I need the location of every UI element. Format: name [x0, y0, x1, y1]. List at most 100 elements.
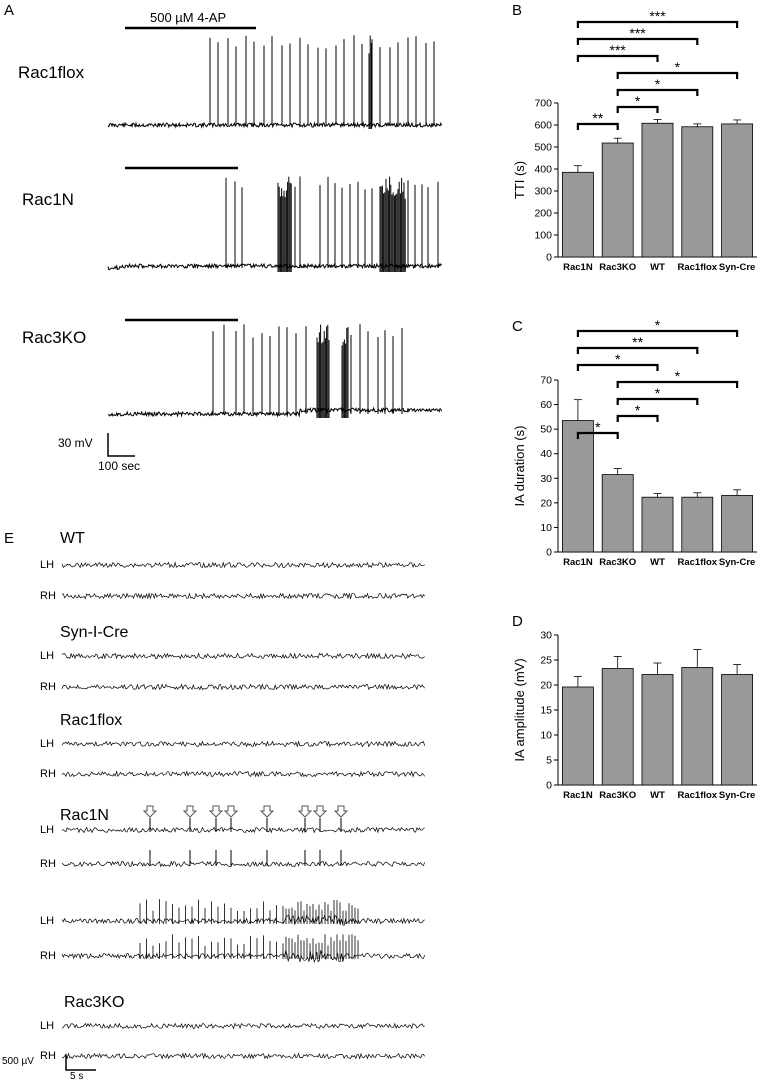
sig-label: * [655, 76, 661, 92]
y-tick-label: 40 [540, 448, 552, 460]
eeg-ch-wt-lh: LH [40, 559, 55, 571]
eeg-trace [62, 826, 425, 834]
sig-label: *** [629, 25, 646, 41]
y-tick-label: 5 [546, 755, 552, 767]
eeg-ch-rac1flox-lh: LH [40, 738, 55, 750]
bar-wt [641, 122, 674, 258]
eeg-ch-syn-rh: RH [40, 681, 56, 693]
y-tick-label: 30 [540, 473, 552, 485]
scale-bar-a [107, 433, 135, 457]
panel-a-label: A [4, 2, 15, 19]
bar-wt [641, 496, 674, 553]
chart-d: 0 5 10 15 20 25 30 IA amplitude (mV) Rac1N Rac3KO… [512, 630, 757, 801]
panel-b-label: B [512, 2, 523, 19]
bar-rac1n [561, 420, 594, 553]
bar-rac1n [561, 686, 594, 786]
x-tick-label: WT [650, 790, 665, 801]
genotype-label-rac1flox: Rac1flox [18, 63, 85, 82]
x-tick-label: Syn-Cre [719, 262, 755, 273]
bar-wt [641, 674, 674, 786]
trace-rac3ko [107, 406, 443, 418]
eeg-trace [61, 652, 425, 660]
x-tick-label: Rac1N [563, 262, 593, 273]
sig-bracket [576, 363, 659, 371]
y-tick-label: 200 [534, 208, 552, 220]
y-tick-label: 10 [540, 522, 552, 534]
bar-rac3ko [601, 668, 634, 786]
eeg-ch-rac1n-rh2: RH [40, 950, 56, 962]
sig-label: * [635, 93, 641, 109]
eeg-ch-rac3ko-lh: LH [40, 1020, 55, 1032]
y-axis-label: IA amplitude (mV) [512, 658, 527, 761]
y-tick-label: 20 [540, 497, 552, 509]
y-tick-label: 500 [534, 142, 552, 154]
sig-bracket [616, 88, 699, 96]
genotype-label-rac1n: Rac1N [22, 190, 74, 209]
bar-rac1flox [681, 496, 714, 553]
x-tick-label: Rac1flox [677, 790, 717, 801]
scale-bar-e [65, 1055, 96, 1071]
sig-label: *** [649, 8, 666, 24]
y-axis-label: IA duration (s) [512, 426, 527, 507]
scale-uv-label: 500 µV [2, 1056, 34, 1067]
y-tick-label: 15 [540, 705, 552, 717]
sig-label: * [655, 385, 661, 401]
y-tick-label: 10 [540, 730, 552, 742]
eeg-ch-wt-rh: RH [40, 590, 56, 602]
panel-d-label: D [512, 613, 523, 630]
down-arrow-icon [259, 805, 275, 818]
bar-rac1n [561, 171, 594, 258]
down-arrow-icon [223, 805, 239, 818]
x-tick-label: Rac3KO [599, 557, 636, 568]
sig-bracket [576, 20, 739, 28]
eeg-ch-rac3ko-rh: RH [40, 1050, 56, 1062]
sig-bracket [576, 346, 699, 354]
y-tick-label: 50 [540, 424, 552, 436]
x-tick-label: Rac1flox [677, 557, 717, 568]
sig-label: * [615, 351, 621, 367]
y-tick-label: 70 [540, 375, 552, 387]
eeg-group-rac3ko: Rac3KO [64, 994, 125, 1011]
chart-c: 0 10 20 30 40 50 60 70 IA duration (s) Rac1N Rac3K… [512, 317, 757, 568]
eeg-ch-syn-lh: LH [40, 650, 55, 662]
seizure-arrows [142, 805, 349, 818]
y-tick-label: 30 [540, 630, 552, 642]
eeg-trace [61, 561, 425, 569]
y-tick-label: 60 [540, 399, 552, 411]
panel-c-label: C [512, 318, 523, 335]
y-tick-label: 100 [534, 230, 552, 242]
y-tick-label: 600 [534, 120, 552, 132]
y-tick-label: 25 [540, 655, 552, 667]
y-tick-label: 700 [534, 98, 552, 110]
x-tick-label: WT [650, 557, 665, 568]
eeg-group-rac1n: Rac1N [60, 807, 109, 824]
y-axis-label: TTI (s) [512, 161, 527, 199]
down-arrow-icon [142, 805, 158, 818]
bar-syn-cre [721, 495, 754, 553]
sig-label: * [635, 402, 641, 418]
y-tick-label: 0 [546, 252, 552, 264]
x-tick-label: Rac1flox [677, 262, 717, 273]
y-tick-label: 400 [534, 164, 552, 176]
sig-label: ** [592, 110, 603, 126]
trace-rac1flox [107, 121, 443, 129]
scale-time-e-label: 5 s [70, 1071, 84, 1082]
eeg-group-rac1flox: Rac1flox [60, 712, 123, 729]
sig-bracket [576, 431, 619, 439]
x-tick-label: Syn-Cre [719, 790, 755, 801]
genotype-label-rac3ko: Rac3KO [22, 328, 87, 347]
y-tick-label: 0 [546, 780, 552, 792]
x-tick-label: Rac3KO [599, 790, 636, 801]
eeg-trace [61, 770, 425, 778]
eeg-trace [61, 860, 426, 868]
sig-bracket [576, 37, 699, 45]
y-tick-label: 300 [534, 186, 552, 198]
bar-syn-cre [721, 123, 754, 258]
sig-bracket [616, 105, 659, 113]
chart-b: 0 100 200 300 400 500 600 700 TTI (s) Rac1N Rac3KO… [512, 8, 757, 273]
sig-label: * [595, 419, 601, 435]
drug-label: 500 µM 4-AP [150, 10, 227, 25]
down-arrow-icon [208, 805, 224, 818]
eeg-ch-rac1n-lh1: LH [40, 824, 55, 836]
sig-bracket [576, 54, 659, 62]
